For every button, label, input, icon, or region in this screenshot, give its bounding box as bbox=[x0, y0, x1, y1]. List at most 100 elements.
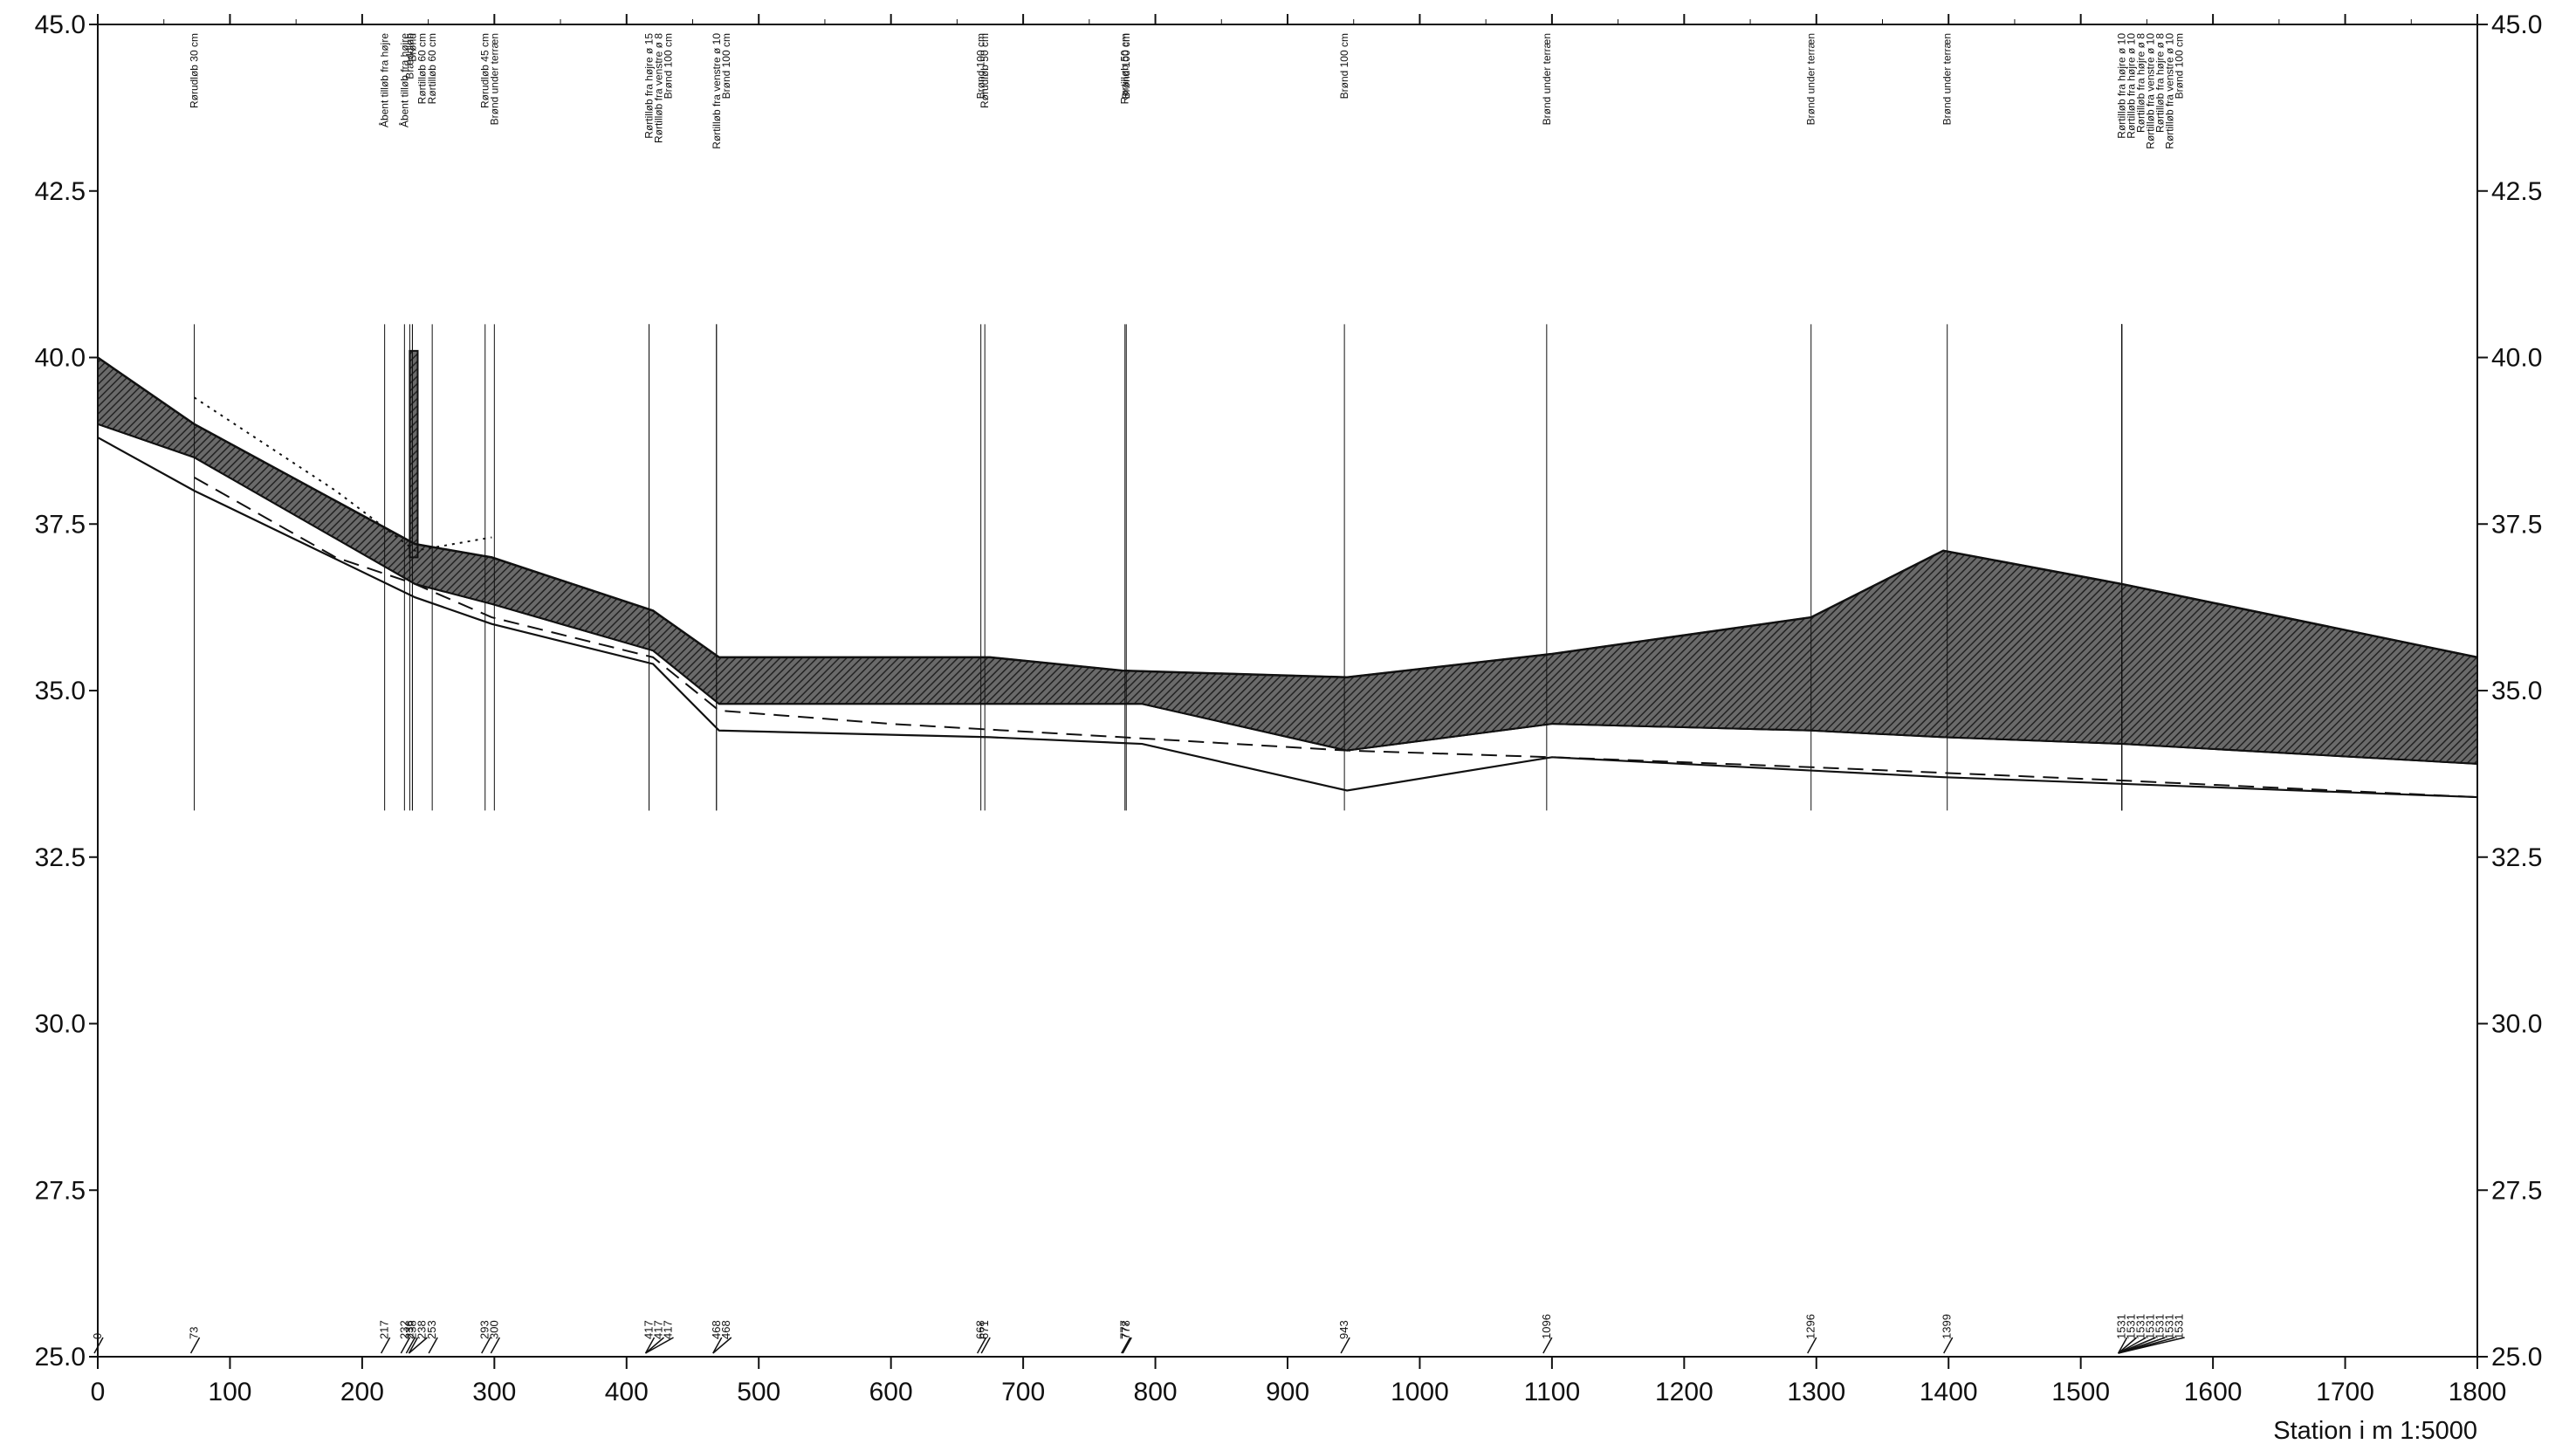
x-tick-label: 0 bbox=[91, 1378, 106, 1406]
manhole-marker bbox=[400, 1337, 411, 1354]
manhole-station-label: 1296 bbox=[1804, 1314, 1817, 1339]
x-tick-label: 1800 bbox=[2449, 1378, 2507, 1406]
y-tick-label-right: 40.0 bbox=[2491, 344, 2542, 373]
x-tick-label: 700 bbox=[1001, 1378, 1045, 1406]
manhole-marker bbox=[490, 1337, 500, 1354]
manhole-marker bbox=[428, 1337, 438, 1354]
y-tick-label-left: 25.0 bbox=[35, 1343, 86, 1372]
manhole-description: Rørtilløb 60 cm bbox=[426, 33, 438, 104]
x-tick-label: 400 bbox=[605, 1378, 649, 1406]
manhole-description: Brønd 100 cm bbox=[1120, 33, 1132, 99]
y-tick-label-right: 45.0 bbox=[2491, 10, 2542, 39]
manhole-station-label: 943 bbox=[1337, 1320, 1350, 1339]
manhole-station-label: 668 bbox=[974, 1320, 987, 1339]
y-tick-label-right: 37.5 bbox=[2491, 510, 2542, 539]
y-tick-label-right: 32.5 bbox=[2491, 843, 2542, 872]
y-tick-label-left: 45.0 bbox=[35, 10, 86, 39]
x-tick-label: 100 bbox=[208, 1378, 251, 1406]
series-dotted bbox=[194, 396, 492, 552]
manhole-description: Rørtilløb fra højre ø 10 bbox=[2116, 33, 2128, 139]
chimney-stack bbox=[409, 349, 419, 559]
manhole-station-label: 671 bbox=[978, 1320, 991, 1339]
axes-group: 0 100 200 300 400 500 600 700 800 900 1000 1100 1200… bbox=[35, 10, 2543, 1406]
manhole-marker bbox=[645, 1337, 665, 1354]
manhole-marker bbox=[712, 1337, 732, 1354]
manhole-description: Rørtilløb fra højre ø 10 bbox=[2126, 33, 2138, 139]
manhole-station-label: 1531 bbox=[2134, 1314, 2147, 1339]
x-tick-label: 1300 bbox=[1787, 1378, 1845, 1406]
series-pipe-top bbox=[97, 423, 2478, 765]
profile-lines-group bbox=[97, 356, 2478, 799]
manhole-station-label: 217 bbox=[378, 1320, 391, 1339]
x-tick-label: 1400 bbox=[1920, 1378, 1978, 1406]
manhole-description: Rørtilløb fra venstre ø 10 bbox=[2145, 33, 2157, 149]
manhole-marker bbox=[2117, 1337, 2128, 1354]
manhole-marker bbox=[1807, 1337, 1817, 1354]
manhole-marker bbox=[644, 1337, 656, 1354]
y-tick-label-left: 42.5 bbox=[35, 177, 86, 206]
manhole-description: Brønd 100 cm bbox=[663, 33, 675, 99]
x-tick-label: 1700 bbox=[2316, 1378, 2374, 1406]
manhole-station-label: 232 bbox=[397, 1320, 410, 1339]
x-tick-label: 800 bbox=[1134, 1378, 1178, 1406]
manhole-marker bbox=[2118, 1337, 2185, 1354]
x-tick-label: 600 bbox=[869, 1378, 913, 1406]
y-tick-label-left: 40.0 bbox=[35, 344, 86, 373]
x-tick-label: 1200 bbox=[1655, 1378, 1714, 1406]
hatched-fill-group bbox=[97, 349, 2478, 765]
manhole-marker bbox=[980, 1337, 991, 1354]
x-axis-label: Station i m 1:5000 bbox=[2273, 1417, 2477, 1445]
x-tick-label: 500 bbox=[737, 1378, 780, 1406]
manhole-description: Brønd 100 cm bbox=[2174, 33, 2186, 99]
manhole-description: Rørtilløb fra venstre ø 8 bbox=[653, 33, 665, 143]
y-tick-label-right: 25.0 bbox=[2491, 1343, 2542, 1372]
y-tick-label-right: 27.5 bbox=[2491, 1176, 2542, 1205]
manhole-station-label: 417 bbox=[662, 1320, 675, 1339]
x-tick-label: 1600 bbox=[2184, 1378, 2243, 1406]
manhole-marker bbox=[1340, 1337, 1350, 1354]
manhole-description: Åbent tilløb fra højre bbox=[397, 33, 410, 127]
series-pipe-invert bbox=[97, 437, 2478, 799]
manhole-station-label: 1531 bbox=[2115, 1314, 2128, 1339]
x-tick-label: 200 bbox=[340, 1378, 384, 1406]
manhole-description: Rørudløb 45 cm bbox=[479, 33, 491, 108]
y-tick-label-left: 27.5 bbox=[35, 1176, 86, 1205]
manhole-station-label: 1399 bbox=[1941, 1314, 1954, 1339]
manhole-station-label: 293 bbox=[478, 1320, 491, 1339]
manhole-station-label: 417 bbox=[652, 1320, 665, 1339]
manhole-description: Brønd 100 cm bbox=[720, 33, 732, 99]
manhole-description: Rørtilløb 50 cm bbox=[1119, 33, 1131, 104]
x-tick-label: 1100 bbox=[1524, 1378, 1581, 1406]
manhole-station-label: 1531 bbox=[2125, 1314, 2138, 1339]
manholes-group: 0 Rørudløb 30 cm 73 Åbent tilløb fra højre 2… bbox=[91, 33, 2186, 1354]
manhole-marker bbox=[408, 1337, 419, 1354]
y-tick-label-left: 32.5 bbox=[35, 843, 86, 872]
manhole-description: Brønd under terræn bbox=[1541, 33, 1553, 125]
manhole-description: Rørtilløb fra højre ø 8 bbox=[2154, 33, 2167, 133]
manhole-marker bbox=[645, 1337, 674, 1354]
manhole-description: Rørtilløb fra venstre ø 10 bbox=[711, 33, 723, 149]
manhole-station-label: 1531 bbox=[2144, 1314, 2157, 1339]
manhole-marker bbox=[712, 1337, 723, 1354]
manhole-marker bbox=[481, 1337, 491, 1354]
manhole-station-label: 1531 bbox=[2154, 1314, 2167, 1339]
manhole-marker bbox=[408, 1337, 428, 1354]
manhole-station-label: 238 bbox=[405, 1320, 418, 1339]
y-tick-label-left: 35.0 bbox=[35, 677, 86, 705]
y-tick-label-right: 42.5 bbox=[2491, 177, 2542, 206]
manhole-marker bbox=[189, 1337, 201, 1354]
manhole-description: Rørtilløb fra højre ø 8 bbox=[2135, 33, 2147, 133]
x-tick-label: 900 bbox=[1266, 1378, 1309, 1406]
manhole-marker bbox=[1121, 1337, 1131, 1354]
manhole-marker bbox=[1943, 1337, 1954, 1354]
manhole-marker bbox=[1542, 1337, 1553, 1354]
manhole-marker bbox=[380, 1337, 391, 1354]
y-tick-label-left: 30.0 bbox=[35, 1010, 86, 1039]
manhole-station-label: 1531 bbox=[2163, 1314, 2176, 1339]
manhole-station-label: 236 bbox=[402, 1320, 416, 1339]
manhole-marker bbox=[2118, 1337, 2138, 1354]
manhole-description: Brønd 100 cm bbox=[975, 33, 987, 99]
manhole-marker bbox=[405, 1337, 416, 1354]
